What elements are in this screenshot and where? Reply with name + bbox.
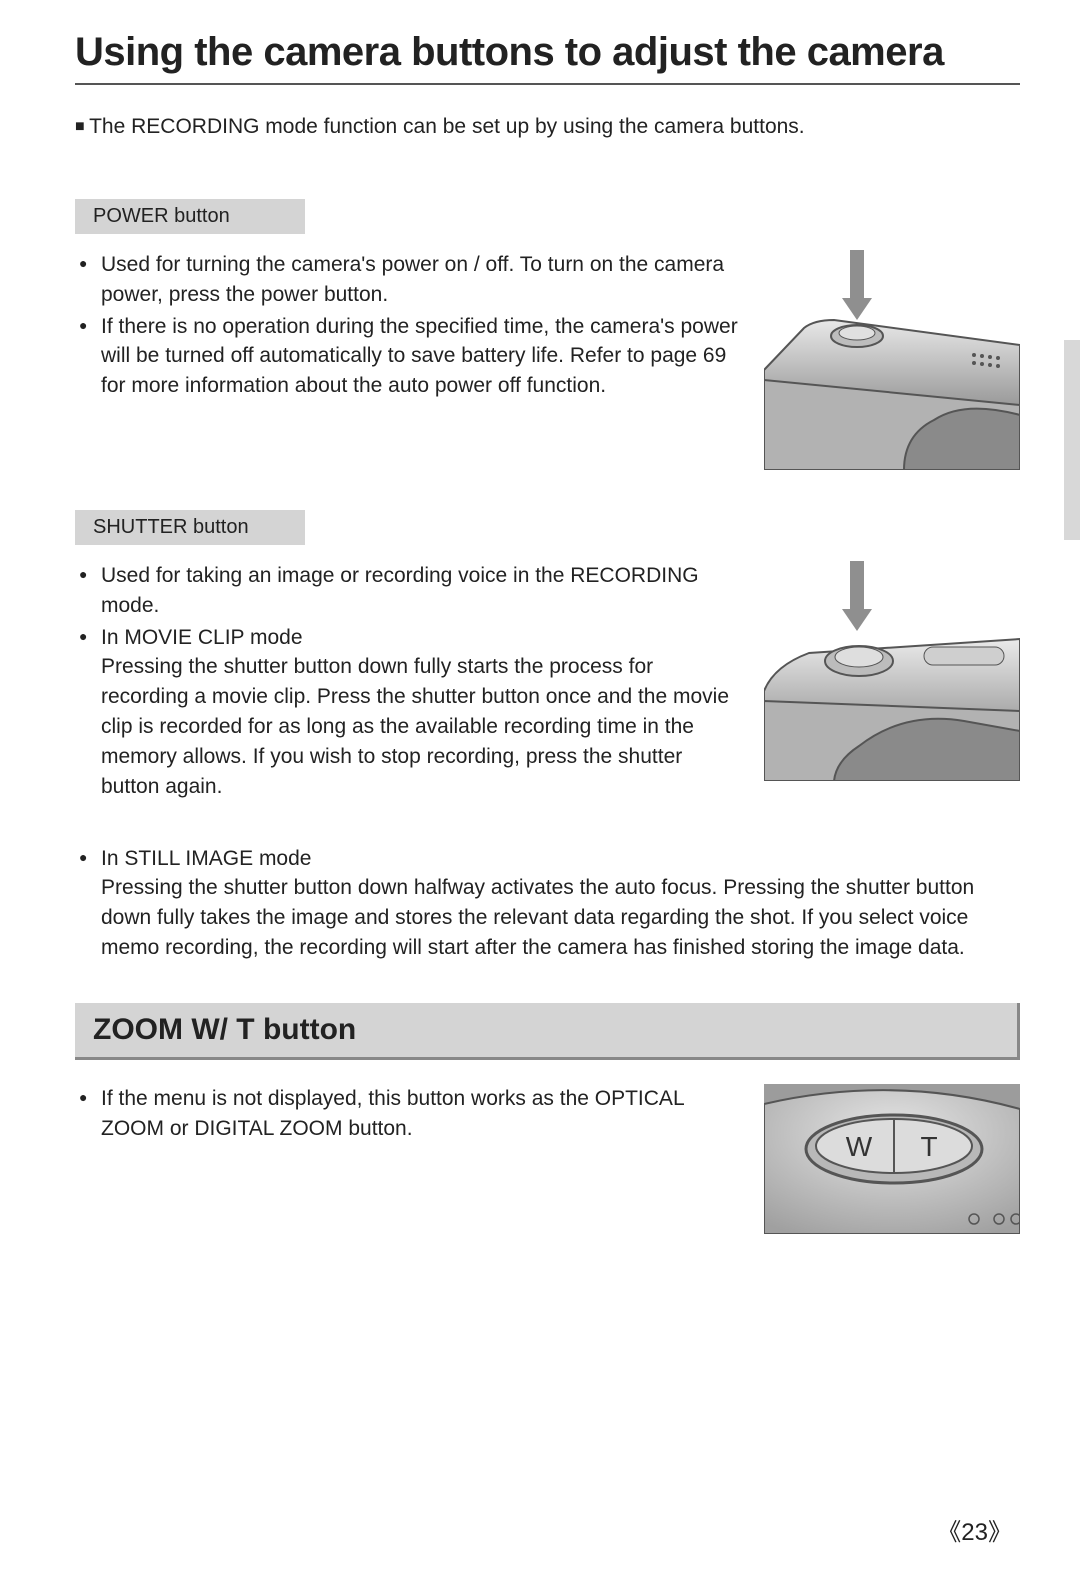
power-illustration <box>764 250 1020 470</box>
zoom-heading: ZOOM W/ T button <box>75 1003 1020 1060</box>
power-item: If there is no operation during the spec… <box>79 312 746 401</box>
manual-page: Using the camera buttons to adjust the c… <box>0 0 1080 1234</box>
side-tab <box>1064 340 1080 540</box>
zoom-title: ZOOM W/ T button <box>93 1013 999 1047</box>
shutter-extra: In STILL IMAGE mode Pressing the shutter… <box>75 844 1020 963</box>
page-title: Using the camera buttons to adjust the c… <box>75 30 1020 75</box>
shutter-label: SHUTTER button <box>75 510 305 545</box>
power-row: Used for turning the camera's power on /… <box>75 250 1020 470</box>
intro-text: The RECORDING mode function can be set u… <box>75 115 1020 139</box>
shutter-illustration <box>764 561 1020 781</box>
power-label: POWER button <box>75 199 305 234</box>
zoom-t-label: T <box>920 1131 937 1162</box>
shutter-item: In MOVIE CLIP mode Pressing the shutter … <box>79 623 746 802</box>
zoom-w-label: W <box>846 1131 873 1162</box>
shutter-item: Used for taking an image or recording vo… <box>79 561 746 621</box>
zoom-item: If the menu is not displayed, this butto… <box>79 1084 746 1144</box>
zoom-text: If the menu is not displayed, this butto… <box>75 1084 746 1146</box>
zoom-illustration: W T <box>764 1084 1020 1234</box>
page-number: 《23》 <box>937 1512 1012 1547</box>
shutter-row: Used for taking an image or recording vo… <box>75 561 1020 804</box>
power-item: Used for turning the camera's power on /… <box>79 250 746 310</box>
power-text: Used for turning the camera's power on /… <box>75 250 746 403</box>
shutter-item: In STILL IMAGE mode Pressing the shutter… <box>79 844 1020 963</box>
title-bar: Using the camera buttons to adjust the c… <box>75 30 1020 85</box>
zoom-row: If the menu is not displayed, this butto… <box>75 1084 1020 1234</box>
shutter-text: Used for taking an image or recording vo… <box>75 561 746 804</box>
